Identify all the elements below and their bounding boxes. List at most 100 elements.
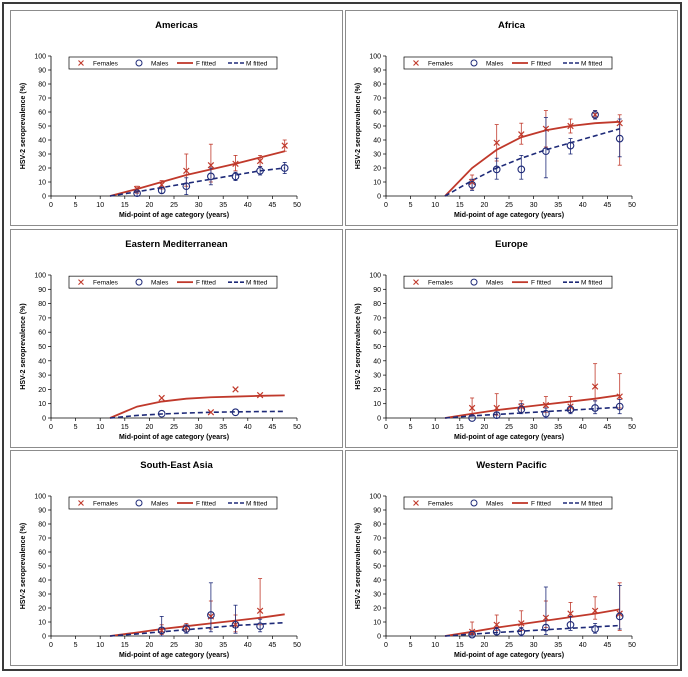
legend-label-males: Males — [486, 60, 504, 67]
male-point — [133, 189, 141, 198]
male-point — [566, 405, 575, 414]
f-fitted-line — [444, 608, 620, 637]
y-tick-label: 50 — [373, 124, 381, 131]
y-tick-label: 30 — [38, 592, 46, 599]
m-fitted-line — [109, 621, 285, 637]
legend-female-marker — [78, 279, 84, 286]
male-point — [492, 627, 501, 636]
male-point — [157, 186, 166, 195]
legend-label-m-fitted: M fitted — [581, 60, 603, 67]
y-tick-label: 70 — [373, 536, 381, 543]
figure-frame: Americas 0 10 20 30 40 50 60 70 80 90 100 0 5 10 15 20 25… — [2, 2, 682, 671]
legend-label-males: Males — [151, 500, 169, 507]
legend-label-m-fitted: M fitted — [581, 500, 603, 507]
x-tick-label: 10 — [96, 642, 104, 649]
y-tick-label: 30 — [38, 373, 46, 380]
chart-title: Eastern Mediterranean — [125, 239, 228, 250]
y-tick-label: 70 — [373, 315, 381, 322]
x-tick-label: 30 — [530, 642, 538, 649]
female-point — [183, 167, 190, 175]
y-tick-label: 100 — [34, 494, 46, 501]
chart-svg: South-East Asia 0 10 20 30 40 50 60 70 80 90 100 0 5 1… — [20, 460, 301, 659]
x-tick-label: 45 — [604, 202, 612, 209]
y-tick-label: 10 — [373, 180, 381, 187]
y-tick-label: 40 — [38, 578, 46, 585]
y-tick-label: 70 — [38, 315, 46, 322]
legend-female-marker — [78, 500, 84, 506]
female-point-stroke — [468, 404, 476, 412]
y-tick-label: 90 — [373, 68, 381, 75]
female-point-stroke — [542, 401, 550, 409]
legend-box — [68, 275, 278, 289]
x-tick-label: 35 — [554, 424, 562, 431]
legend-male-marker — [135, 499, 143, 507]
x-tick-label: 25 — [505, 424, 513, 431]
panel-americas: Americas 0 10 20 30 40 50 60 70 80 90 100 0 5 10 15 20 25… — [10, 10, 343, 226]
y-tick-label: 20 — [38, 166, 46, 173]
chart-svg: Western Pacific 0 10 20 30 40 50 60 70 80 90 100 0 5 1… — [355, 460, 636, 659]
female-point-stroke — [567, 610, 574, 617]
male-point — [231, 172, 240, 181]
legend-label-females: Females — [428, 500, 454, 507]
male-point — [468, 180, 476, 189]
female-point-stroke — [256, 391, 264, 399]
y-tick-label: 0 — [377, 634, 381, 641]
legend-box — [68, 56, 278, 70]
panel-western-pacific: Western Pacific 0 10 20 30 40 50 60 70 80 90 100 0 5 1… — [345, 450, 678, 666]
male-point — [566, 620, 575, 629]
y-tick-label: 60 — [38, 330, 46, 337]
legend-label-m-fitted: M fitted — [246, 500, 268, 507]
male-point — [615, 402, 624, 411]
x-tick-label: 0 — [384, 202, 388, 209]
male-point — [517, 165, 526, 174]
y-tick-label: 90 — [38, 287, 46, 294]
y-tick-label: 10 — [38, 180, 46, 187]
x-tick-label: 40 — [244, 202, 252, 209]
female-point-stroke — [591, 607, 599, 615]
legend-male-marker — [470, 278, 478, 286]
y-tick-label: 90 — [373, 508, 381, 515]
legend-female-marker — [413, 279, 419, 286]
y-tick-label: 60 — [38, 110, 46, 117]
x-tick-label: 50 — [293, 202, 301, 209]
chart-svg: Europe 0 10 20 30 40 50 60 70 80 90 100 0 5 10 15 20 25 30… — [355, 239, 636, 441]
y-tick-label: 10 — [38, 401, 46, 408]
panel-south-east-asia: South-East Asia 0 10 20 30 40 50 60 70 80 90 100 0 5 1… — [10, 450, 343, 666]
female-point-stroke — [207, 409, 215, 416]
male-point — [207, 172, 215, 181]
x-tick-label: 5 — [74, 424, 78, 431]
female-point-stroke — [158, 394, 165, 402]
x-tick-label: 20 — [481, 424, 489, 431]
y-tick-label: 0 — [42, 416, 46, 423]
legend-female-marker — [413, 500, 419, 506]
male-point — [256, 166, 264, 175]
y-tick-label: 80 — [38, 522, 46, 529]
y-tick-label: 40 — [38, 358, 46, 365]
male-point — [280, 164, 289, 172]
x-tick-label: 45 — [269, 202, 277, 209]
x-tick-label: 0 — [49, 202, 53, 209]
female-point — [493, 139, 500, 147]
y-tick-label: 20 — [373, 166, 381, 173]
chart-title: South-East Asia — [140, 460, 213, 471]
male-point — [566, 141, 575, 150]
y-tick-label: 70 — [38, 96, 46, 103]
legend-male-marker — [470, 59, 478, 67]
male-point — [591, 404, 599, 412]
legend-label-m-fitted: M fitted — [246, 60, 268, 67]
legend-box — [403, 496, 613, 510]
y-tick-label: 40 — [373, 578, 381, 585]
y-axis-label: HSV-2 seroprevalence (%) — [20, 303, 27, 389]
female-point-stroke — [232, 160, 239, 168]
female-point — [493, 404, 500, 412]
female-point — [232, 386, 239, 393]
male-point — [517, 405, 526, 414]
y-axis-label: HSV-2 seroprevalence (%) — [355, 83, 362, 169]
y-tick-label: 100 — [369, 273, 381, 280]
legend-male-marker — [470, 499, 478, 507]
y-tick-label: 0 — [377, 194, 381, 201]
legend-label-f-fitted: F fitted — [196, 500, 216, 507]
panel-eastern-mediterranean: Eastern Mediterranean 0 10 20 30 40 50 60 70 80 90… — [10, 229, 343, 448]
y-tick-label: 0 — [42, 634, 46, 641]
male-point — [157, 626, 166, 635]
